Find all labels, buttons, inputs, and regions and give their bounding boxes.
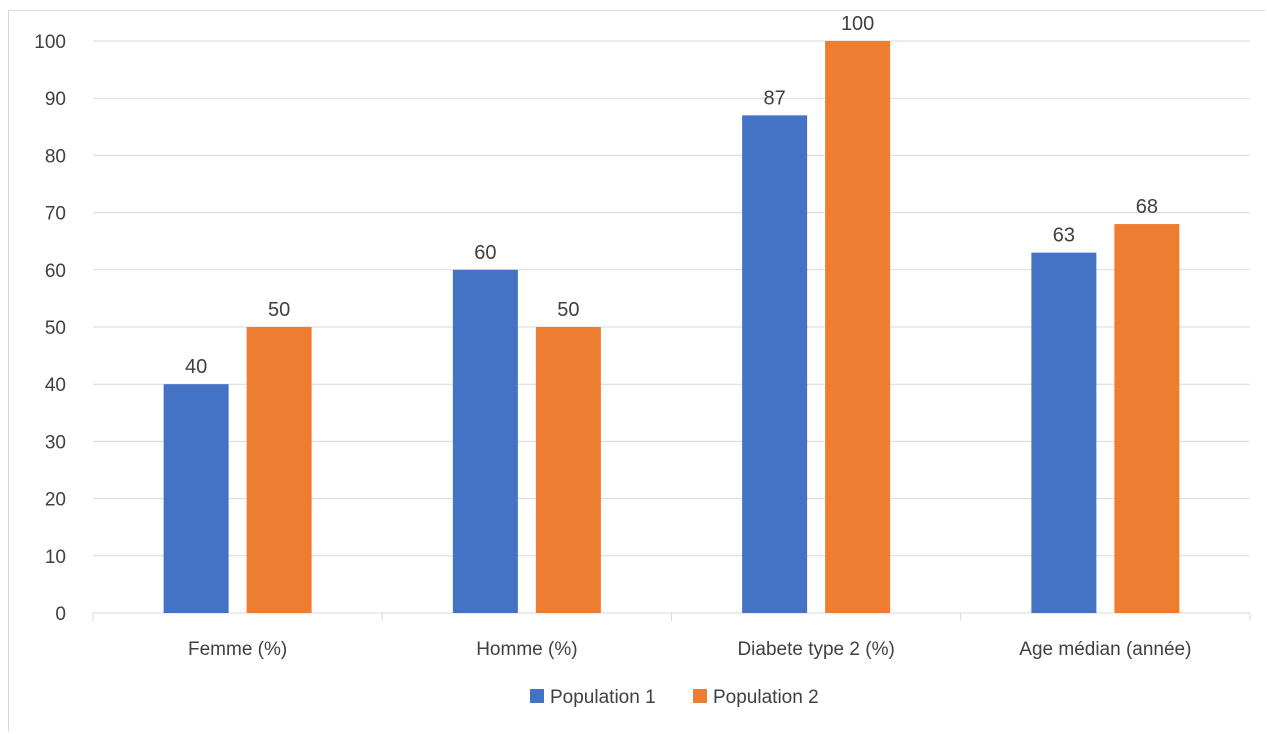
data-label: 50: [268, 299, 290, 321]
data-label: 87: [764, 87, 786, 109]
x-axis: [92, 612, 1251, 621]
bar: [535, 327, 601, 613]
bar: [452, 269, 518, 613]
legend-label: Population 1: [550, 687, 656, 708]
category-label: Femme (%): [188, 639, 287, 660]
data-label: 63: [1053, 225, 1075, 247]
legend-swatch: [693, 689, 707, 703]
category-label: Age médian (année): [1019, 639, 1191, 660]
y-tick-label: 30: [45, 432, 66, 453]
category-label: Homme (%): [476, 639, 577, 660]
y-tick-label: 100: [34, 32, 66, 53]
bar: [742, 115, 808, 614]
data-label: 68: [1136, 196, 1158, 218]
legend-swatch: [530, 689, 544, 703]
data-label: 100: [841, 13, 874, 35]
category-label: Diabete type 2 (%): [737, 639, 894, 660]
legend: Population 1 Population 2: [530, 687, 819, 708]
category-labels: Femme (%) Homme (%) Diabete type 2 (%) Age …: [188, 639, 1191, 660]
y-tick-label: 0: [55, 604, 66, 625]
data-label: 40: [185, 356, 207, 378]
y-tick-label: 70: [45, 204, 66, 225]
y-tick-label: 80: [45, 146, 66, 167]
bar: [1114, 224, 1180, 614]
y-tick-label: 20: [45, 490, 66, 511]
bar: [246, 327, 312, 613]
chart-frame: [8, 10, 1265, 732]
data-labels: 40 50 60 50 87 100 63 68: [185, 13, 1158, 378]
y-tick-label: 40: [45, 375, 66, 396]
bar: [825, 41, 891, 613]
y-axis-ticks: 0 10 20 30 40 50 60 70 80 90 100: [34, 32, 66, 625]
y-tick-label: 10: [45, 547, 66, 568]
legend-label: Population 2: [713, 687, 819, 708]
bar: [163, 384, 229, 613]
y-tick-label: 60: [45, 261, 66, 282]
data-label: 50: [557, 299, 579, 321]
bar: [1031, 252, 1097, 613]
bars: [163, 41, 1180, 614]
y-tick-label: 90: [45, 89, 66, 110]
y-tick-label: 50: [45, 318, 66, 339]
data-label: 60: [474, 242, 496, 264]
